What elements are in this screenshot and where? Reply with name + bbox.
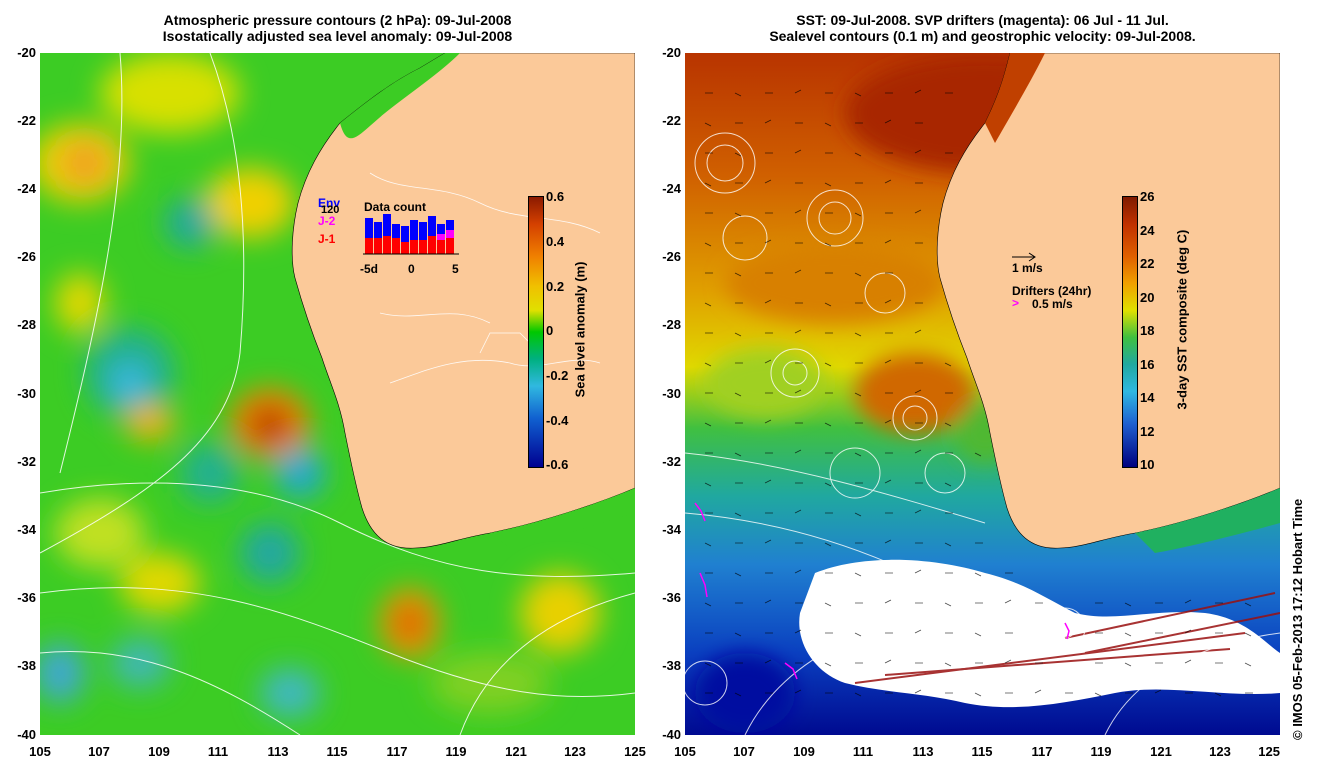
drifters-label: Drifters (24hr) <box>1012 284 1092 298</box>
legend-env: Env <box>318 196 341 210</box>
right-xtick-10: 125 <box>1258 744 1280 759</box>
left-map-title: Atmospheric pressure contours (2 hPa): 0… <box>40 12 635 44</box>
left-ytick-4: -28 <box>17 317 36 332</box>
sst-colorbar-label: 3-day SST composite (deg C) <box>1174 229 1190 410</box>
geostrophic-velocity-arrows <box>704 89 1253 697</box>
right-ytick-4: -28 <box>662 317 681 332</box>
sst-colorbar <box>1122 196 1138 468</box>
left-ytick-1: -22 <box>17 113 36 128</box>
left-ytick-2: -24 <box>17 181 36 196</box>
right-ytick-9: -38 <box>662 658 681 673</box>
right-xtick-2: 109 <box>793 744 815 759</box>
legend-j2: J-2 <box>318 214 336 228</box>
right-ytick-0: -20 <box>662 45 681 60</box>
australia-landmass <box>936 53 1280 549</box>
sst-map-canvas <box>685 53 1280 735</box>
left-xtick-3: 111 <box>207 744 229 759</box>
inset-xtick-2: 5 <box>452 262 459 276</box>
sla-map-canvas <box>40 53 635 735</box>
data-count-inset: Env 120 J-2 J-1 Data count -5d 0 5 <box>318 196 468 286</box>
left-xtick-10: 125 <box>624 744 646 759</box>
left-ytick-10: -40 <box>17 727 36 742</box>
drifters-scale-label: 0.5 m/s <box>1032 297 1073 311</box>
inset-xtick-0: -5d <box>360 262 378 276</box>
right-ytick-10: -40 <box>662 727 681 742</box>
right-xtick-4: 113 <box>912 744 934 759</box>
right-title-line2: Sealevel contours (0.1 m) and geostrophi… <box>769 28 1196 44</box>
right-ytick-8: -36 <box>662 590 681 605</box>
data-count-histogram <box>363 214 459 255</box>
velocity-scale-arrow <box>1012 252 1036 262</box>
right-xtick-8: 121 <box>1150 744 1172 759</box>
right-xtick-1: 107 <box>733 744 755 759</box>
legend-j1: J-1 <box>318 232 336 246</box>
sla-field <box>40 53 600 718</box>
right-xtick-6: 117 <box>1031 744 1053 759</box>
velocity-scale-label: 1 m/s <box>1012 261 1043 275</box>
sst-tick-7: 12 <box>1140 424 1155 439</box>
left-xtick-0: 105 <box>29 744 51 759</box>
sealevel-contours <box>685 132 1280 735</box>
sst-tick-2: 22 <box>1140 256 1155 271</box>
sla-colorbar-label: Sea level anomaly (m) <box>572 261 588 398</box>
left-xtick-8: 121 <box>505 744 527 759</box>
left-ytick-9: -38 <box>17 658 36 673</box>
right-ytick-7: -34 <box>662 522 681 537</box>
australia-landmass <box>291 53 635 549</box>
sst-tick-8: 10 <box>1140 457 1155 472</box>
right-ytick-2: -24 <box>662 181 681 196</box>
sst-map[interactable] <box>685 53 1280 735</box>
sst-tick-6: 14 <box>1140 390 1155 405</box>
sla-tick-3: 0 <box>546 323 554 338</box>
pressure-contours <box>40 53 635 735</box>
sst-tick-0: 26 <box>1140 189 1155 204</box>
right-ytick-6: -32 <box>662 454 681 469</box>
svp-drifter-tracks <box>694 502 1070 680</box>
left-title-line2: Isostatically adjusted sea level anomaly… <box>162 28 513 44</box>
left-ytick-8: -36 <box>17 590 36 605</box>
left-xtick-9: 123 <box>564 744 586 759</box>
left-ytick-3: -26 <box>17 249 36 264</box>
left-ytick-5: -30 <box>17 386 36 401</box>
right-ytick-3: -26 <box>662 249 681 264</box>
sla-colorbar <box>528 196 544 468</box>
cloud-mask <box>799 559 1280 708</box>
sst-tick-5: 16 <box>1140 357 1155 372</box>
data-count-value: 120 <box>321 204 340 216</box>
right-xtick-5: 115 <box>971 744 993 759</box>
right-xtick-7: 119 <box>1090 744 1112 759</box>
left-ytick-6: -32 <box>17 454 36 469</box>
left-xtick-1: 107 <box>88 744 110 759</box>
right-ytick-1: -22 <box>662 113 681 128</box>
left-title-line1: Atmospheric pressure contours (2 hPa): 0… <box>163 12 512 28</box>
right-ytick-5: -30 <box>662 386 681 401</box>
right-map-title: SST: 09-Jul-2008. SVP drifters (magenta)… <box>685 12 1280 44</box>
drifter-arrow-icon: > <box>1012 296 1020 310</box>
sla-tick-5: -0.4 <box>546 413 569 428</box>
right-title-line1: SST: 09-Jul-2008. SVP drifters (magenta)… <box>796 12 1169 28</box>
sst-artifact-lines <box>854 592 1280 684</box>
sla-tick-4: -0.2 <box>546 368 569 383</box>
sla-tick-2: 0.2 <box>546 279 565 294</box>
left-xtick-4: 113 <box>267 744 289 759</box>
imos-credit: © IMOS 05-Feb-2013 17:12 Hobart Time <box>1290 498 1305 740</box>
right-xtick-3: 111 <box>852 744 874 759</box>
data-count-title: Data count <box>364 200 427 214</box>
right-xtick-9: 123 <box>1209 744 1231 759</box>
sla-tick-1: 0.4 <box>546 234 565 249</box>
left-xtick-5: 115 <box>326 744 348 759</box>
left-xtick-2: 109 <box>148 744 170 759</box>
sea-level-anomaly-map[interactable] <box>40 53 635 735</box>
sla-tick-6: -0.6 <box>546 457 569 472</box>
left-xtick-7: 119 <box>445 744 467 759</box>
sst-tick-3: 20 <box>1140 290 1155 305</box>
left-xtick-6: 117 <box>386 744 408 759</box>
sst-tick-1: 24 <box>1140 223 1155 238</box>
sst-tick-4: 18 <box>1140 323 1155 338</box>
left-ytick-7: -34 <box>17 522 36 537</box>
sla-tick-0: 0.6 <box>546 189 565 204</box>
inset-xtick-1: 0 <box>408 262 415 276</box>
right-xtick-0: 105 <box>674 744 696 759</box>
left-ytick-0: -20 <box>17 45 36 60</box>
